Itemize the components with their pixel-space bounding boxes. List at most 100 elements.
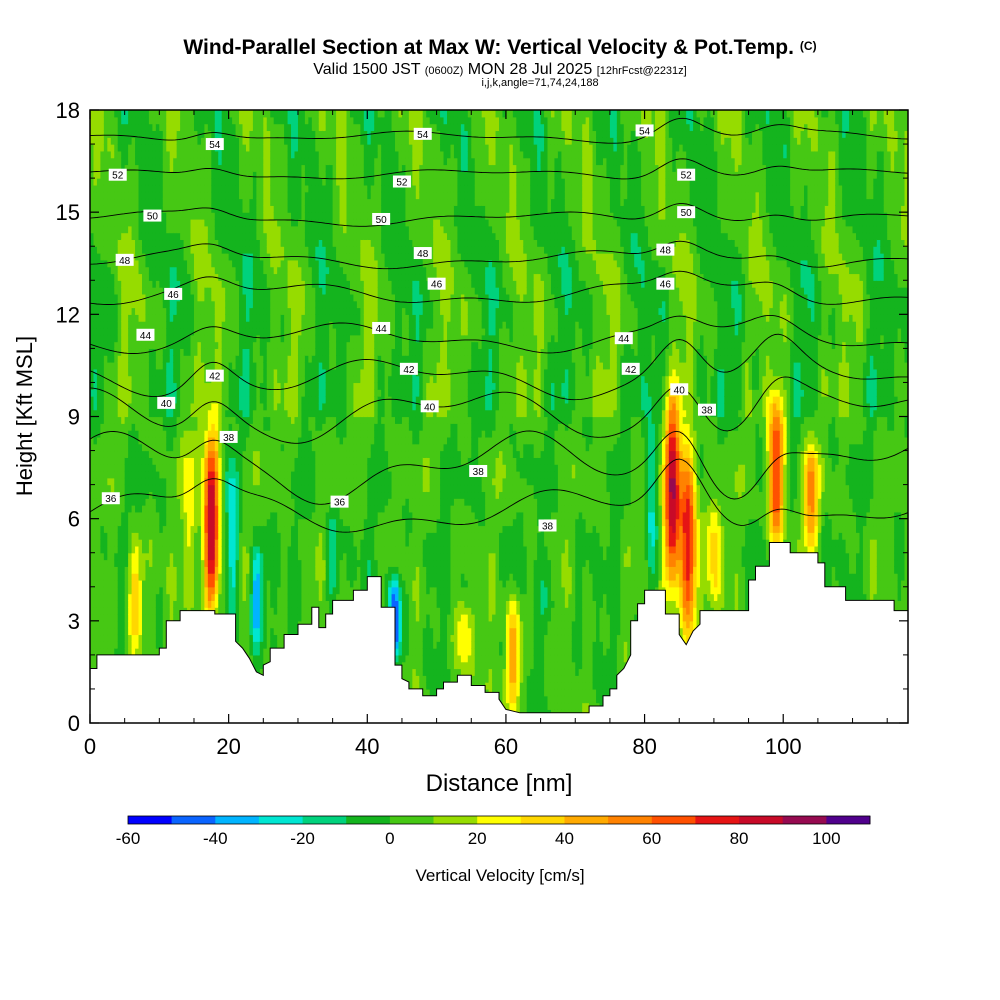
field-cell [197,280,202,288]
field-cell [277,511,282,520]
field-cell [148,137,153,145]
field-cell [100,423,105,431]
field-cell [249,293,254,302]
field-cell [180,253,185,261]
field-cell [183,525,188,533]
field-cell [207,123,212,132]
field-cell [128,525,133,533]
field-cell [211,566,216,574]
field-cell [180,573,185,581]
field-cell [200,225,205,234]
field-cell [228,130,233,138]
field-cell [145,430,150,438]
field-cell [166,423,171,431]
field-cell [169,430,174,438]
field-cell [107,430,112,438]
field-cell [221,498,226,506]
field-cell [141,280,147,288]
field-cell [204,246,209,254]
field-cell [235,368,240,377]
field-cell [252,402,257,411]
field-cell [173,491,178,499]
field-cell [128,579,133,588]
field-cell [242,641,247,649]
field-cell [259,259,264,268]
field-cell [214,586,219,595]
field-cell [277,218,282,227]
field-cell [166,348,171,356]
field-cell [96,123,101,132]
field-cell [124,416,129,424]
field-cell [141,239,147,247]
field-cell [183,518,188,527]
field-cell [103,307,108,315]
field-cell [280,593,285,601]
field-cell [135,505,140,513]
field-cell [197,259,202,268]
field-cell [148,144,153,152]
field-cell [187,498,192,506]
field-cell [128,205,133,213]
field-cell [176,511,181,520]
field-cell [232,123,237,132]
field-cell [277,198,282,206]
field-cell [169,280,174,288]
field-cell [155,457,160,465]
field-cell [121,436,126,445]
field-cell [266,253,271,261]
field-cell [211,300,216,309]
field-cell [166,266,171,275]
field-cell [90,416,95,424]
field-cell [103,532,108,540]
field-cell [93,430,98,438]
field-cell [204,184,209,193]
field-cell [107,123,112,132]
field-cell [232,477,237,486]
field-cell [249,178,254,186]
field-cell [270,457,275,465]
field-cell [110,579,115,588]
field-cell [239,620,244,629]
field-cell [114,573,119,581]
field-cell [114,586,119,595]
field-cell [135,579,140,588]
field-cell [242,620,247,629]
field-cell [110,273,115,281]
field-cell [183,327,188,336]
field-cell [148,545,153,554]
field-cell [121,239,126,247]
field-cell [145,225,150,234]
field-cell [242,450,247,458]
field-cell [256,300,261,309]
field-cell [277,171,282,179]
field-cell [235,620,240,629]
field-cell [180,327,185,336]
field-cell [187,280,192,288]
field-cell [96,559,101,567]
field-cell [249,600,254,608]
field-cell [169,348,174,356]
field-cell [103,402,108,411]
field-cell [121,457,126,465]
field-cell [228,266,233,275]
field-cell [148,648,153,656]
field-cell [193,273,199,281]
field-cell [259,178,264,186]
field-cell [183,157,188,166]
field-cell [214,545,219,554]
field-cell [138,511,143,520]
field-cell [242,470,247,479]
field-cell [273,212,278,220]
field-cell [187,300,192,309]
field-cell [256,321,261,329]
field-cell [176,559,181,567]
field-cell [187,464,192,472]
field-cell [270,137,275,145]
field-cell [242,253,247,261]
field-cell [218,525,223,533]
field-cell [176,116,181,125]
field-cell [263,627,268,636]
field-cell [225,470,230,479]
field-cell [176,436,181,445]
field-cell [273,218,278,227]
